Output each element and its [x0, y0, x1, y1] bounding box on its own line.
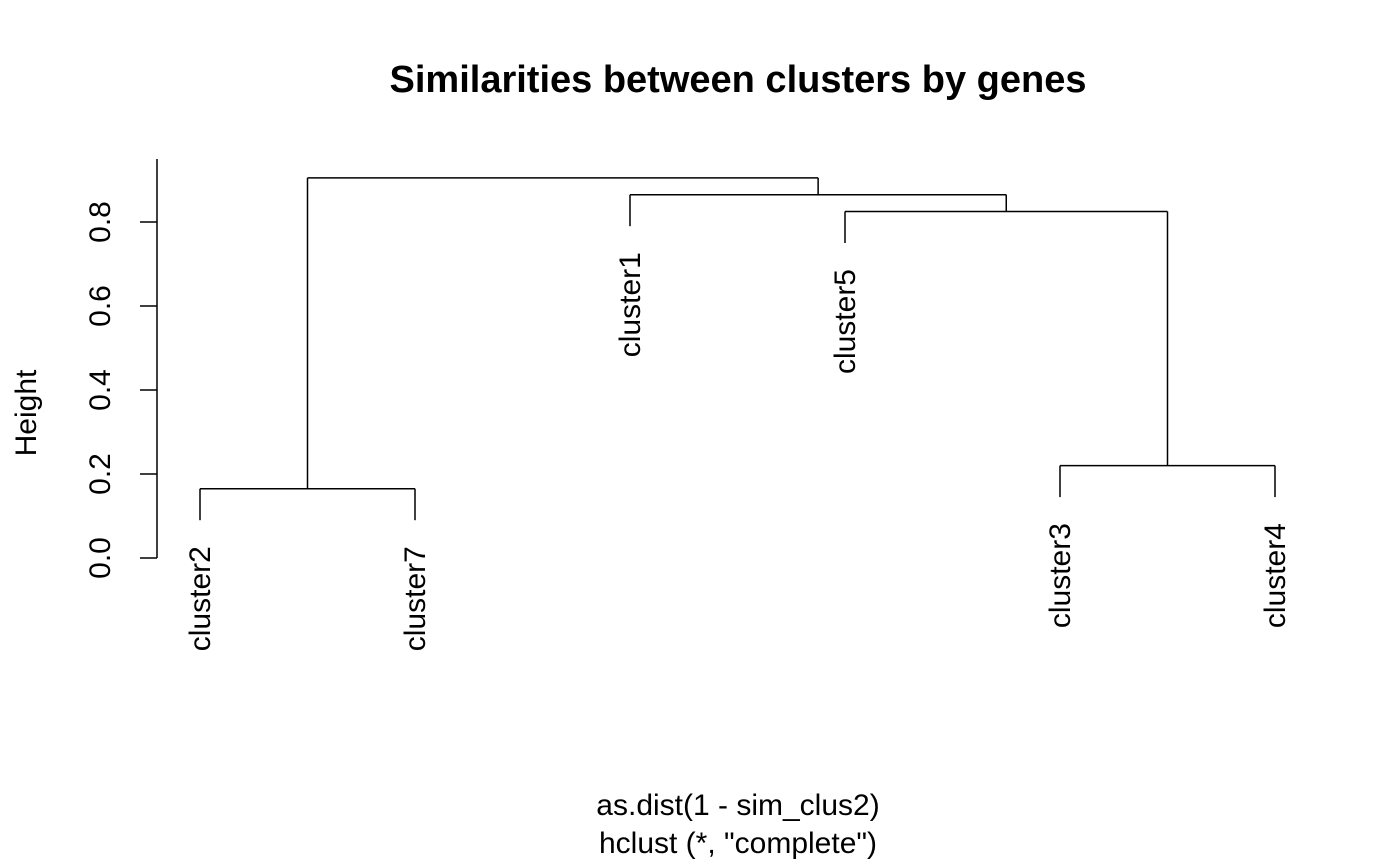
x-axis-label-line-1: as.dist(1 - sim_clus2) — [596, 789, 879, 822]
leaf-label: cluster4 — [1259, 523, 1292, 628]
y-tick-label: 0.8 — [84, 201, 117, 243]
dendrogram-links — [199, 177, 1276, 521]
leaf-label: cluster7 — [399, 546, 432, 651]
y-tick-label: 0.0 — [84, 537, 117, 579]
y-axis-label: Height — [10, 369, 43, 456]
x-axis-label-line-2: hclust (*, "complete") — [599, 827, 877, 860]
leaf-label: cluster3 — [1044, 523, 1077, 628]
leaf-label: cluster2 — [184, 546, 217, 651]
leaf-label: cluster5 — [829, 269, 862, 374]
y-tick-label: 0.6 — [84, 285, 117, 327]
y-tick-label: 0.2 — [84, 453, 117, 495]
y-tick-label: 0.4 — [84, 369, 117, 411]
leaf-labels: cluster2 cluster7 cluster1 cluster5 cluster3… — [184, 252, 1292, 651]
y-axis: 0.0 0.2 0.4 0.6 0.8 — [84, 159, 158, 579]
chart-title: Similarities between clusters by genes — [390, 59, 1087, 101]
leaf-label: cluster1 — [614, 252, 647, 357]
